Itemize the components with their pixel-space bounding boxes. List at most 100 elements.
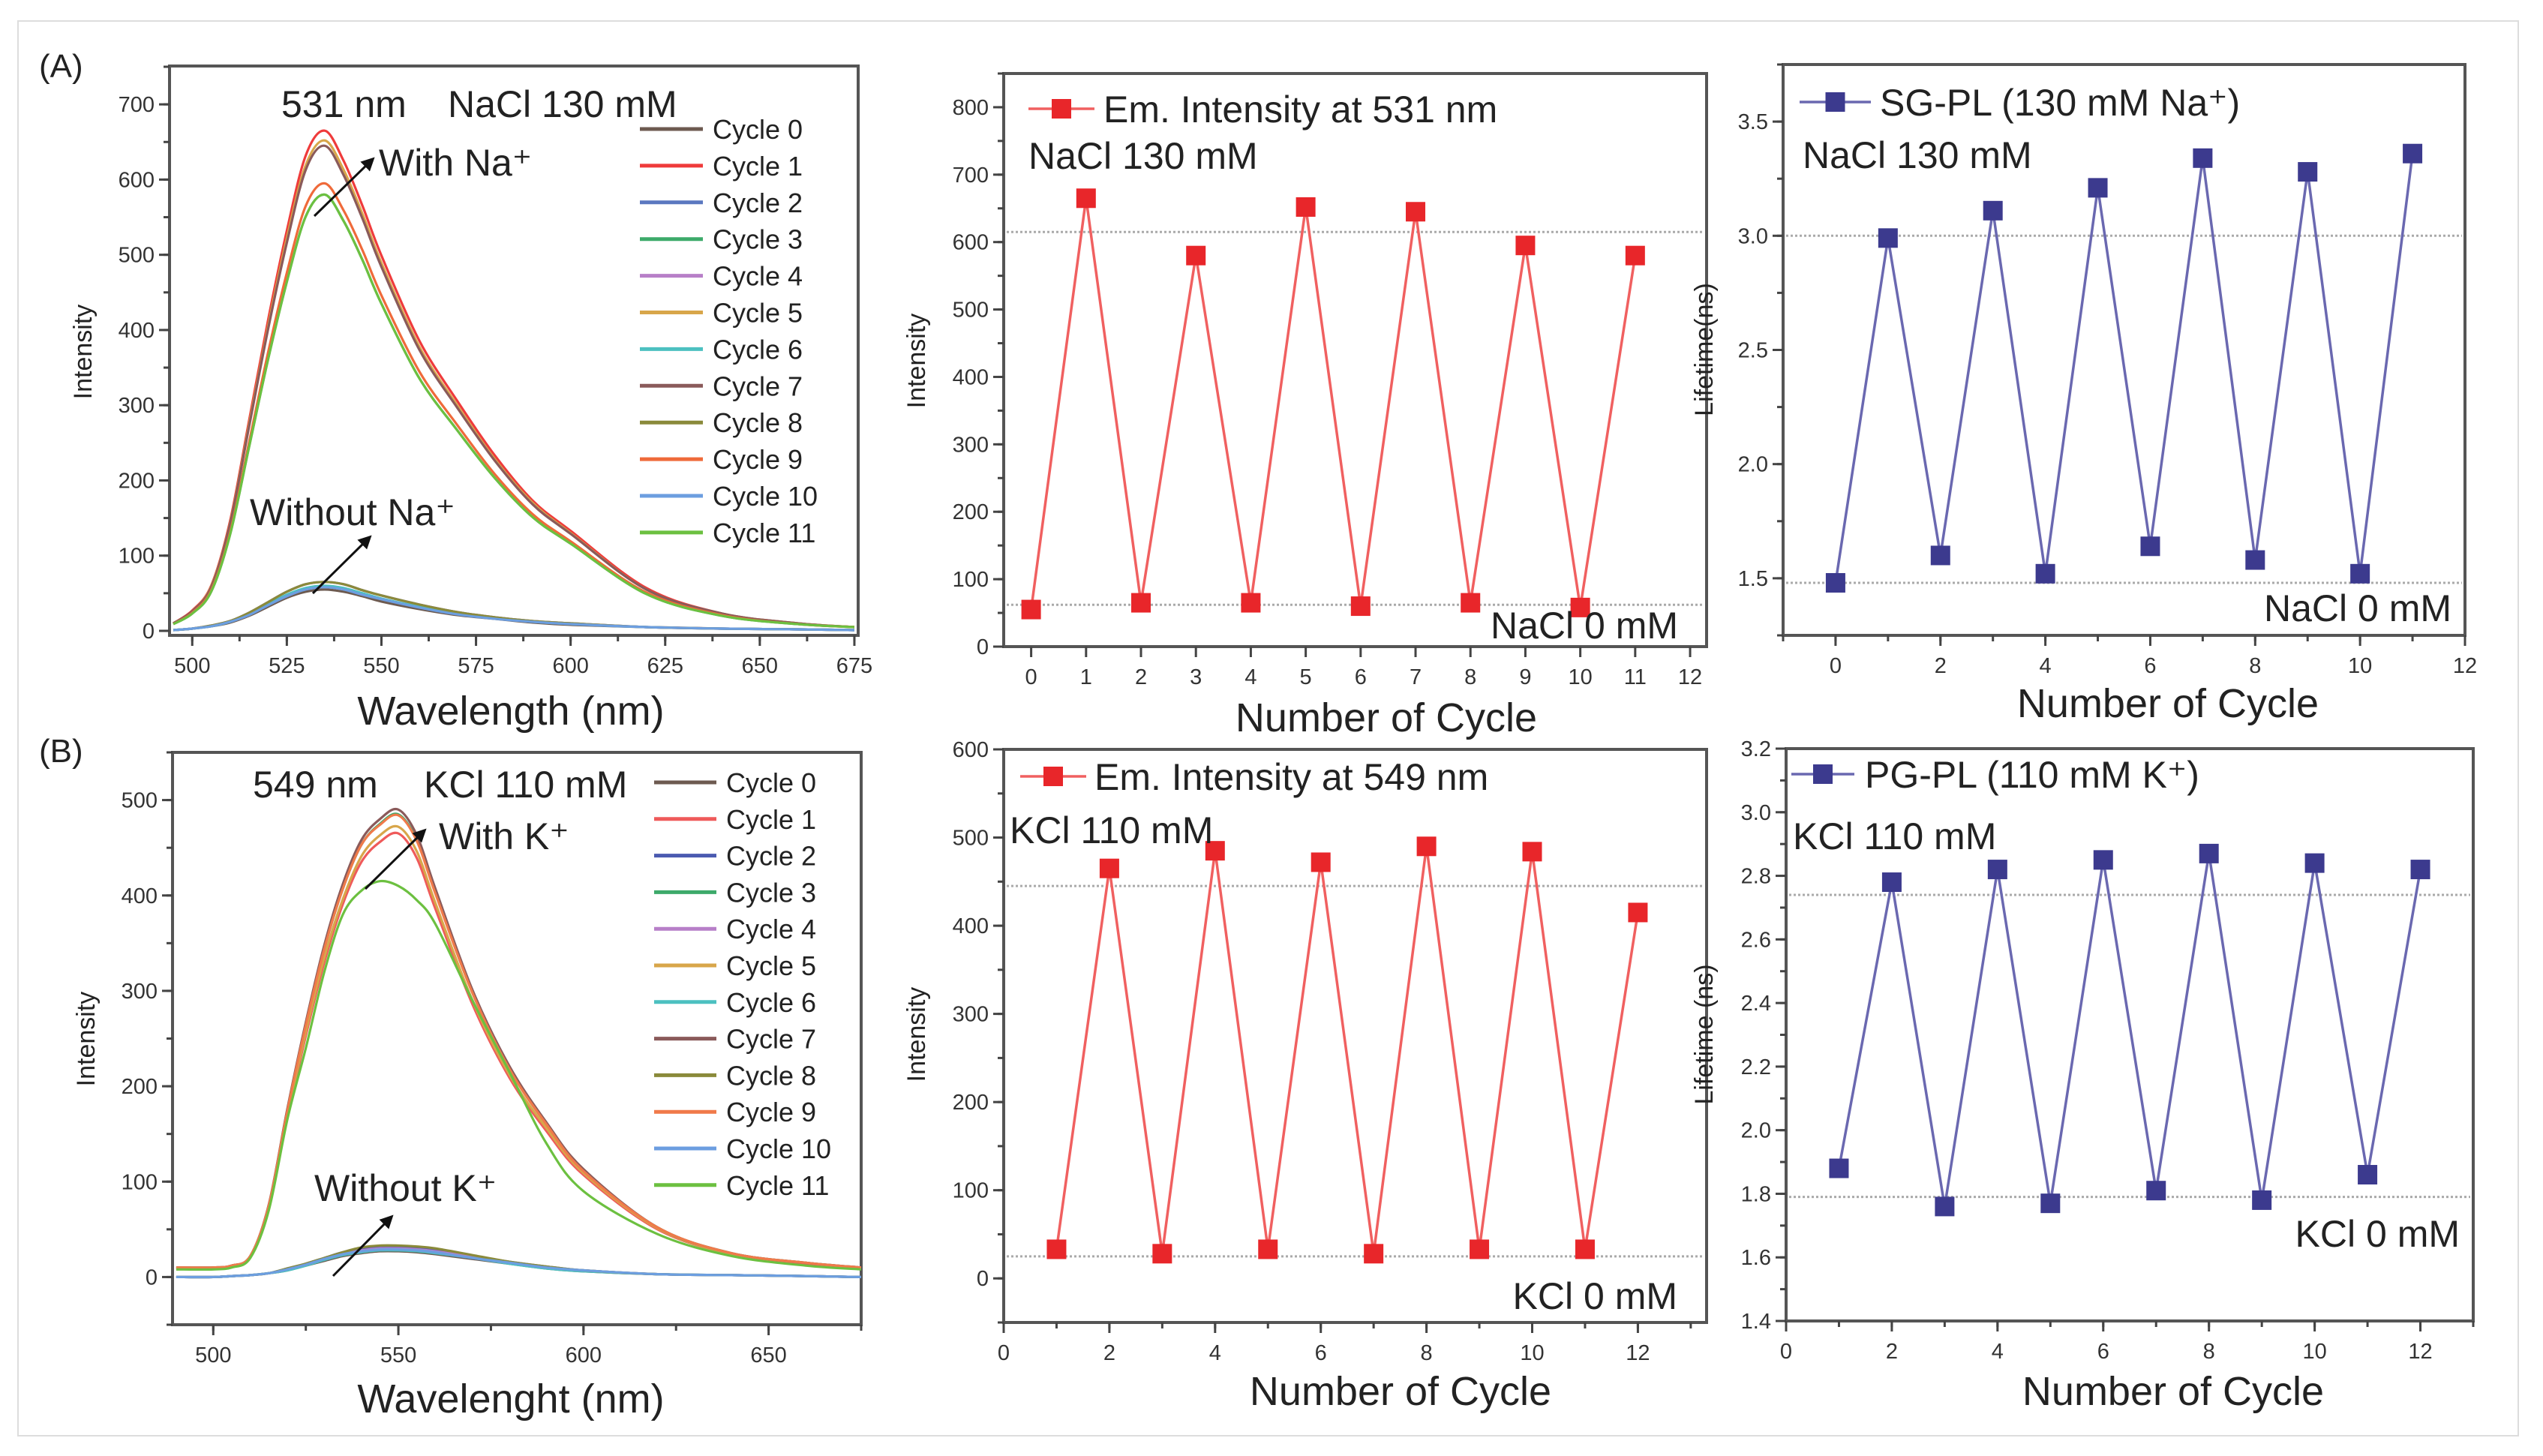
series-line-cycle-11: [173, 193, 855, 629]
x-axis-label: Wavelenght (nm): [357, 1376, 664, 1421]
plot-frame: [1002, 748, 1708, 1324]
spectra: [173, 129, 855, 632]
series-line-cycle-11: [176, 879, 861, 1271]
x-tick-label: 10: [1520, 1341, 1544, 1365]
x-tick-label: 9: [1519, 665, 1531, 689]
data-point: [1258, 1239, 1278, 1259]
x-tick-label: 600: [566, 1343, 602, 1367]
y-tick-label: 500: [953, 827, 989, 851]
series-line-cycle-2: [173, 581, 854, 632]
panel-label-a: (A): [39, 48, 83, 85]
x-tick-label: 675: [836, 654, 872, 678]
x-tick-label: 5: [1300, 665, 1312, 689]
data-point: [2193, 148, 2213, 168]
y-axis-label: Lifetime (ns): [1690, 964, 1719, 1104]
y-tick-label: 100: [122, 1170, 158, 1194]
legend-entry: Cycle 3: [726, 877, 816, 908]
chart-6: 0 2 4 6 8 10 12 1.4 1.6 1.8 2.0 2.2 2.4 2.6 2.8 3.0 3.2 N…: [1690, 737, 2475, 1414]
legend-entry: PG-PL (110 mM K⁺): [1865, 754, 2199, 796]
y-tick-label: 2.8: [1741, 865, 1771, 889]
annotation-arrow: [311, 535, 372, 595]
legend-entry: Cycle 7: [713, 371, 803, 401]
legend-marker: [1825, 92, 1845, 112]
x-tick-label: 8: [2203, 1340, 2215, 1364]
legend-entry: Cycle 0: [726, 767, 816, 798]
data-point: [1186, 245, 1206, 266]
legend-entry: Em. Intensity at 549 nm: [1094, 756, 1488, 798]
x-tick-label: 650: [750, 1343, 786, 1367]
annotation-low: KCl 0 mM: [2295, 1213, 2460, 1255]
chart-5: 0 2 4 6 8 10 12 0 100 200 300 400 500 600 Number of Cy…: [902, 738, 1708, 1414]
annotation-low: NaCl 0 mM: [2264, 587, 2451, 629]
legend-entry: Cycle 4: [713, 261, 803, 292]
data-point: [1575, 1239, 1595, 1259]
legend-entry: Cycle 11: [726, 1170, 829, 1201]
series-line: [1055, 846, 1640, 1254]
legend-entry: Cycle 5: [726, 950, 816, 981]
x-tick-label: 4: [2040, 654, 2052, 678]
series-line-cycle-6: [173, 584, 854, 632]
x-tick-label: 12: [2408, 1340, 2432, 1364]
legend-entry: Cycle 0: [713, 114, 803, 145]
chart-4: 500 550 600 650 0 100 200 300 400 500 Wavelenght (…: [72, 751, 863, 1421]
y-tick-label: 400: [953, 365, 989, 389]
data-point: [2093, 850, 2113, 870]
annotation-with: With Na⁺: [379, 142, 532, 184]
series-line-cycle-10: [176, 1247, 861, 1279]
y-tick-label: 2.4: [1741, 992, 1771, 1016]
data-point: [2146, 1181, 2166, 1201]
annotation-low: NaCl 0 mM: [1491, 605, 1678, 647]
x-tick-label: 4: [1992, 1340, 2004, 1364]
data-point: [1625, 245, 1645, 266]
y-tick-label: 600: [953, 738, 989, 762]
legend-entry: Cycle 2: [713, 188, 803, 218]
y-tick-label: 100: [953, 1179, 989, 1203]
x-tick-label: 625: [647, 654, 683, 678]
series-line: [1837, 853, 2422, 1207]
data-point: [1825, 572, 1845, 593]
legend-entry: Cycle 10: [713, 481, 818, 512]
y-tick-label: 300: [119, 394, 155, 418]
data-point: [1152, 1244, 1172, 1264]
series-line-cycle-0: [173, 588, 854, 632]
x-tick-label: 550: [380, 1343, 416, 1367]
x-tick-label: 575: [458, 654, 494, 678]
figure-border: [17, 20, 2519, 1436]
y-tick-label: 3.0: [1738, 224, 1768, 248]
legend-entry: Cycle 5: [713, 298, 803, 329]
annotation-high: NaCl 130 mM: [1803, 134, 2032, 176]
data-point: [1881, 872, 1902, 893]
data-point: [1461, 593, 1481, 613]
annotation-low: KCl 0 mM: [1513, 1275, 1677, 1317]
data-point: [1930, 545, 1950, 566]
x-axis-label: Number of Cycle: [1250, 1369, 1551, 1414]
y-axis-label: Intensity: [69, 305, 98, 400]
x-axis-label: Wavelength (nm): [357, 689, 664, 734]
legend-entry: Cycle 1: [713, 151, 803, 182]
y-tick-label: 2.5: [1738, 339, 1768, 363]
data-point: [1131, 593, 1151, 613]
y-tick-label: 2.0: [1738, 453, 1768, 477]
y-tick-label: 0: [977, 635, 989, 659]
data-point: [1099, 858, 1119, 878]
data-point: [1406, 202, 1426, 222]
x-tick-label: 0: [1830, 654, 1842, 678]
series-line-cycle-10: [173, 586, 854, 632]
x-tick-label: 12: [1678, 665, 1702, 689]
legend-marker: [1813, 764, 1833, 784]
x-tick-label: 6: [1355, 665, 1367, 689]
x-tick-label: 1: [1080, 665, 1092, 689]
x-axis-label: Number of Cycle: [2022, 1369, 2324, 1414]
x-tick-label: 600: [552, 654, 588, 678]
y-tick-label: 200: [122, 1075, 158, 1099]
x-tick-label: 12: [2453, 654, 2477, 678]
y-tick-label: 0: [977, 1267, 989, 1291]
legend-marker: [1043, 767, 1063, 786]
annotation-peak: 531 nm: [281, 83, 407, 125]
y-tick-label: 1.6: [1741, 1246, 1771, 1270]
legend-entry: Cycle 6: [713, 334, 803, 365]
annotation-high: KCl 110 mM: [1010, 809, 1213, 851]
panel-label-b: (B): [39, 733, 83, 770]
x-tick-label: 2: [1935, 654, 1947, 678]
y-tick-label: 3.2: [1741, 737, 1771, 761]
